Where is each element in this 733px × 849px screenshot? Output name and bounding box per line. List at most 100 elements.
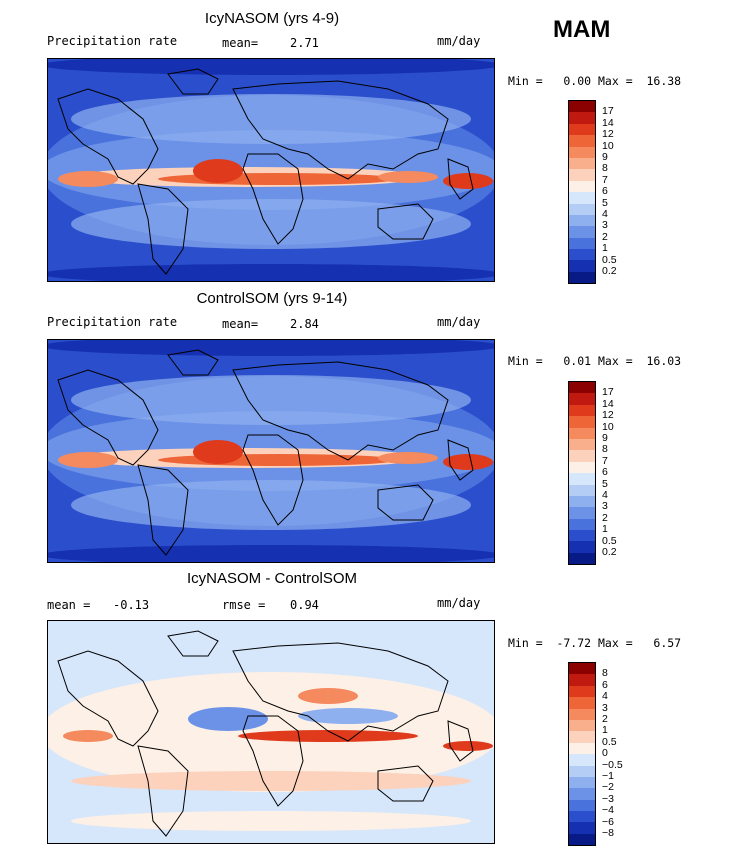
colorbar-swatch bbox=[569, 697, 595, 709]
field-shading bbox=[48, 340, 494, 356]
coastline bbox=[167, 68, 219, 95]
field-shading bbox=[58, 452, 118, 468]
coastline bbox=[137, 464, 189, 556]
colorbar-swatch bbox=[569, 811, 595, 823]
colorbar-tick-label: 0.2 bbox=[602, 546, 617, 558]
field-shading bbox=[48, 59, 494, 75]
field-shading bbox=[298, 708, 398, 724]
colorbar-tick-label: 6 bbox=[602, 185, 608, 198]
field-shading bbox=[48, 545, 494, 562]
panel1-min-max: Min = 0.00 Max = 16.38 bbox=[508, 74, 682, 88]
field-shading bbox=[378, 452, 438, 464]
panel3-rmse-value: 0.94 bbox=[290, 598, 319, 612]
coastline bbox=[242, 153, 304, 245]
colorbar-swatch bbox=[569, 438, 595, 451]
colorbar-tick-label: 1 bbox=[602, 242, 608, 255]
colorbar-tick-label: 5 bbox=[602, 196, 608, 209]
colorbar-tick-label: 10 bbox=[602, 139, 614, 152]
colorbar-tick-label: 8 bbox=[602, 162, 608, 175]
colorbar-tick-label: 9 bbox=[602, 151, 608, 163]
colorbar-tick-label: 2 bbox=[602, 713, 608, 725]
colorbar-swatch bbox=[569, 518, 595, 531]
field-shading bbox=[71, 94, 471, 144]
coastline bbox=[242, 434, 304, 526]
colorbar-swatch bbox=[569, 249, 595, 261]
coastline bbox=[242, 715, 304, 807]
colorbar-tick-label: 9 bbox=[602, 432, 608, 444]
colorbar-tick-label: 0.5 bbox=[602, 735, 617, 748]
colorbar-tick-label: 10 bbox=[602, 420, 614, 433]
coastline bbox=[377, 203, 434, 240]
colorbar-tick-label: −2 bbox=[602, 781, 614, 794]
coastline bbox=[377, 765, 434, 802]
colorbar-tick-label: 7 bbox=[602, 454, 608, 467]
colorbar-swatch bbox=[569, 788, 595, 800]
coastline bbox=[57, 88, 159, 185]
colorbar-swatch bbox=[569, 833, 595, 846]
colorbar-swatch bbox=[569, 180, 595, 193]
colorbar-tick-label: 2 bbox=[602, 230, 608, 243]
colorbar-swatch bbox=[569, 799, 595, 812]
colorbar-tick-label: −6 bbox=[602, 815, 614, 828]
colorbar-tick-label: −3 bbox=[602, 792, 614, 805]
colorbar-swatch bbox=[569, 495, 595, 508]
colorbar-swatch bbox=[569, 473, 595, 485]
field-shading bbox=[48, 264, 494, 281]
colorbar-swatch bbox=[569, 192, 595, 204]
field-shading bbox=[58, 171, 118, 187]
panel2-units: mm/day bbox=[437, 315, 481, 329]
panel2-min-max: Min = 0.01 Max = 16.03 bbox=[508, 354, 682, 368]
colorbar-tick-label: 17 bbox=[602, 386, 614, 399]
panel3-mean-label: mean = bbox=[47, 598, 91, 612]
coastline bbox=[447, 439, 474, 481]
panel3-mean-value: -0.13 bbox=[113, 598, 150, 612]
coastline bbox=[232, 642, 449, 742]
colorbar-swatch bbox=[569, 169, 595, 181]
field-shading bbox=[63, 730, 113, 742]
colorbar-tick-label: 0.2 bbox=[602, 265, 617, 277]
panel2-mean-label: mean= bbox=[222, 317, 259, 331]
colorbar-swatch bbox=[569, 754, 595, 766]
field-shading bbox=[71, 811, 471, 831]
colorbar-swatch bbox=[569, 427, 595, 439]
colorbar-swatch bbox=[569, 112, 595, 124]
colorbar-swatch bbox=[569, 404, 595, 417]
colorbar-tick-label: 12 bbox=[602, 409, 614, 422]
colorbar-tick-label: 17 bbox=[602, 105, 614, 118]
colorbar-tick-label: −4 bbox=[602, 804, 614, 817]
field-shading bbox=[443, 741, 493, 751]
colorbar-swatch bbox=[569, 461, 595, 474]
field-shading bbox=[443, 454, 493, 470]
panel3-rmse-label: rmse = bbox=[222, 598, 266, 612]
field-shading bbox=[193, 159, 243, 183]
colorbar-swatch bbox=[569, 157, 595, 170]
colorbar-swatch bbox=[569, 541, 595, 553]
colorbar-tick-label: 7 bbox=[602, 173, 608, 186]
panel2-variable-label: Precipitation rate bbox=[47, 315, 178, 329]
colorbar-tick-label: 4 bbox=[602, 489, 608, 501]
colorbar-tick-label: 4 bbox=[602, 208, 608, 220]
colorbar-tick-label: −1 bbox=[602, 770, 614, 782]
coastline bbox=[167, 630, 219, 657]
panel1-units: mm/day bbox=[437, 34, 481, 48]
colorbar-swatch bbox=[569, 765, 595, 777]
panel1-variable-label: Precipitation rate bbox=[47, 34, 178, 48]
colorbar-tick-label: 3 bbox=[602, 701, 608, 714]
field-shading bbox=[158, 454, 398, 466]
field-shading bbox=[158, 173, 398, 185]
colorbar-tick-label: −8 bbox=[602, 827, 614, 839]
panel3-map bbox=[47, 620, 495, 844]
colorbar-swatch bbox=[569, 685, 595, 698]
colorbar-tick-label: 0.5 bbox=[602, 253, 617, 266]
field-shading bbox=[238, 730, 418, 742]
panel3-min-max: Min = -7.72 Max = 6.57 bbox=[508, 636, 682, 650]
field-shading bbox=[193, 440, 243, 464]
colorbar-swatch bbox=[569, 123, 595, 136]
panel1-map bbox=[47, 58, 495, 282]
coastline bbox=[232, 361, 449, 461]
season-label: MAM bbox=[553, 16, 611, 43]
panel3-colorbar bbox=[568, 662, 596, 847]
colorbar-swatch bbox=[569, 260, 595, 272]
colorbar-swatch bbox=[569, 822, 595, 834]
coastline bbox=[57, 369, 159, 466]
